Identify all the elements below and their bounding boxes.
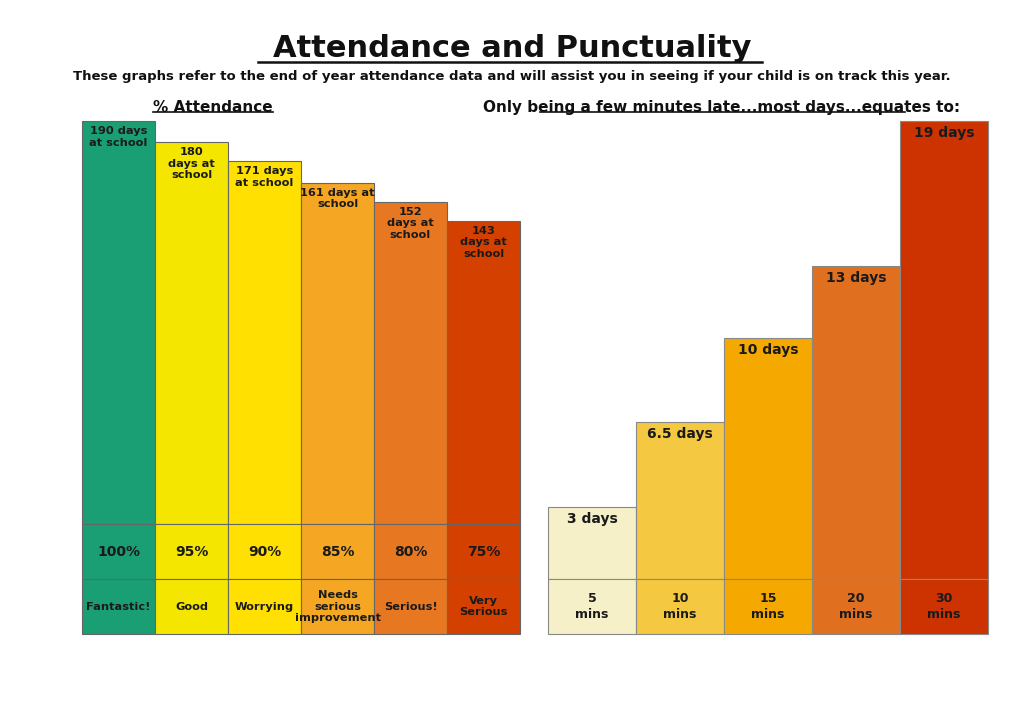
- Text: 190 days
at school: 190 days at school: [89, 126, 147, 148]
- Text: Serious!: Serious!: [384, 602, 437, 612]
- Text: Needs
serious
improvement: Needs serious improvement: [295, 590, 381, 623]
- Bar: [228, 161, 301, 524]
- Text: 95%: 95%: [175, 544, 208, 558]
- Text: 180
days at
school: 180 days at school: [168, 147, 215, 180]
- Text: Very
Serious: Very Serious: [460, 596, 508, 618]
- Text: 90%: 90%: [248, 544, 282, 558]
- Bar: [548, 507, 636, 579]
- Bar: [724, 338, 812, 579]
- Bar: [447, 579, 520, 634]
- Bar: [82, 524, 155, 579]
- Text: Only being a few minutes late...most days...equates to:: Only being a few minutes late...most day…: [483, 100, 961, 115]
- Text: 10 days: 10 days: [737, 343, 799, 357]
- Text: 5
mins: 5 mins: [575, 592, 608, 620]
- Text: Fantastic!: Fantastic!: [86, 602, 151, 612]
- Bar: [900, 579, 988, 634]
- Bar: [155, 579, 228, 634]
- Bar: [374, 579, 447, 634]
- Text: Attendance and Punctuality: Attendance and Punctuality: [272, 34, 752, 63]
- Bar: [301, 182, 374, 524]
- Text: 3 days: 3 days: [566, 512, 617, 526]
- Text: 19 days: 19 days: [913, 126, 974, 140]
- Bar: [374, 524, 447, 579]
- Bar: [228, 524, 301, 579]
- Text: 6.5 days: 6.5 days: [647, 427, 713, 442]
- Text: Worrying: Worrying: [234, 602, 294, 612]
- Bar: [82, 121, 155, 524]
- Bar: [374, 201, 447, 524]
- Text: 20
mins: 20 mins: [840, 592, 872, 620]
- Bar: [900, 121, 988, 579]
- Text: 171 days
at school: 171 days at school: [236, 167, 294, 188]
- Bar: [447, 221, 520, 524]
- Text: 100%: 100%: [97, 544, 140, 558]
- Text: % Attendance: % Attendance: [154, 100, 272, 115]
- Text: Good: Good: [175, 602, 208, 612]
- Text: 13 days: 13 days: [825, 271, 886, 285]
- Bar: [447, 524, 520, 579]
- Text: 30
mins: 30 mins: [928, 592, 961, 620]
- Bar: [155, 524, 228, 579]
- Text: 152
days at
school: 152 days at school: [387, 206, 434, 240]
- Text: 80%: 80%: [394, 544, 427, 558]
- Text: These graphs refer to the end of year attendance data and will assist you in see: These graphs refer to the end of year at…: [73, 70, 951, 83]
- Text: 143
days at
school: 143 days at school: [460, 226, 507, 259]
- Bar: [812, 579, 900, 634]
- Bar: [548, 579, 636, 634]
- Bar: [82, 579, 155, 634]
- Bar: [301, 524, 374, 579]
- Bar: [724, 579, 812, 634]
- Bar: [636, 422, 724, 579]
- Bar: [301, 579, 374, 634]
- Bar: [228, 579, 301, 634]
- Bar: [812, 266, 900, 579]
- Text: 85%: 85%: [321, 544, 354, 558]
- Text: 10
mins: 10 mins: [664, 592, 696, 620]
- Bar: [636, 579, 724, 634]
- Text: 75%: 75%: [467, 544, 500, 558]
- Text: 161 days at
school: 161 days at school: [300, 188, 375, 209]
- Bar: [155, 142, 228, 524]
- Text: 15
mins: 15 mins: [752, 592, 784, 620]
